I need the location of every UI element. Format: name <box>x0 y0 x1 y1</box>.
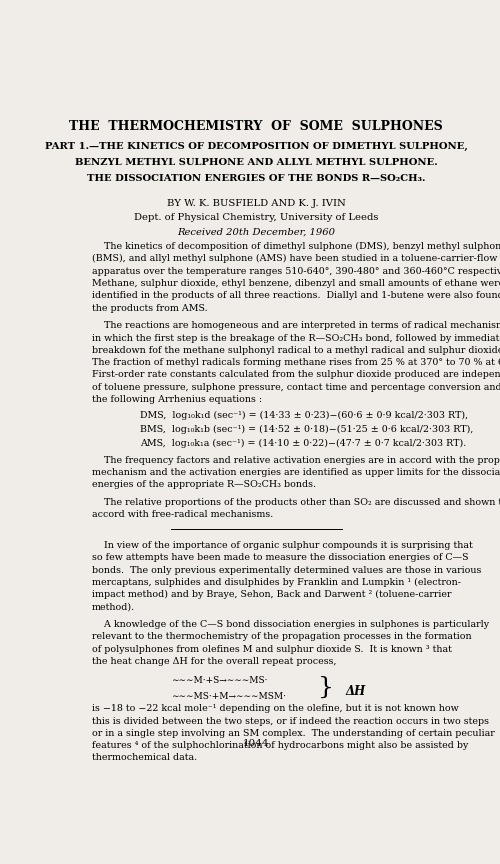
Text: BY W. K. BUSFIELD AND K. J. IVIN: BY W. K. BUSFIELD AND K. J. IVIN <box>167 200 346 208</box>
Text: Received 20th December, 1960: Received 20th December, 1960 <box>177 227 335 237</box>
Text: The fraction of methyl radicals forming methane rises from 25 % at 370° to 70 % : The fraction of methyl radicals forming … <box>92 359 500 367</box>
Text: In view of the importance of organic sulphur compounds it is surprising that: In view of the importance of organic sul… <box>92 541 472 550</box>
Text: Dept. of Physical Chemistry, University of Leeds: Dept. of Physical Chemistry, University … <box>134 213 378 222</box>
Text: PART 1.—THE KINETICS OF DECOMPOSITION OF DIMETHYL SULPHONE,: PART 1.—THE KINETICS OF DECOMPOSITION OF… <box>45 143 468 151</box>
Text: apparatus over the temperature ranges 510-640°, 390-480° and 360-460°C respectiv: apparatus over the temperature ranges 51… <box>92 267 500 276</box>
Text: }: } <box>318 676 334 699</box>
Text: The kinetics of decomposition of dimethyl sulphone (DMS), benzyl methyl sulphone: The kinetics of decomposition of dimethy… <box>92 242 500 251</box>
Text: accord with free-radical mechanisms.: accord with free-radical mechanisms. <box>92 511 273 519</box>
Text: of toluene pressure, sulphone pressure, contact time and percentage conversion a: of toluene pressure, sulphone pressure, … <box>92 383 500 391</box>
Text: in which the first step is the breakage of the R—SO₂CH₃ bond, followed by immedi: in which the first step is the breakage … <box>92 334 500 342</box>
Text: thermochemical data.: thermochemical data. <box>92 753 196 762</box>
Text: A knowledge of the C—S bond dissociation energies in sulphones is particularly: A knowledge of the C—S bond dissociation… <box>92 620 488 629</box>
Text: The frequency factors and relative activation energies are in accord with the pr: The frequency factors and relative activ… <box>92 455 500 465</box>
Text: ΔH: ΔH <box>346 685 366 698</box>
Text: The relative proportions of the products other than SO₂ are discussed and shown : The relative proportions of the products… <box>92 498 500 507</box>
Text: First-order rate constants calculated from the sulphur dioxide produced are inde: First-order rate constants calculated fr… <box>92 371 500 379</box>
Text: identified in the products of all three reactions.  Diallyl and 1-butene were al: identified in the products of all three … <box>92 291 500 301</box>
Text: this is divided between the two steps, or if indeed the reaction occurs in two s: this is divided between the two steps, o… <box>92 716 488 726</box>
Text: is −18 to −22 kcal mole⁻¹ depending on the olefine, but it is not known how: is −18 to −22 kcal mole⁻¹ depending on t… <box>92 704 458 714</box>
Text: method).: method). <box>92 602 134 612</box>
Text: or in a single step involving an SM complex.  The understanding of certain pecul: or in a single step involving an SM comp… <box>92 729 494 738</box>
Text: impact method) and by Braye, Sehon, Back and Darwent ² (toluene-carrier: impact method) and by Braye, Sehon, Back… <box>92 590 451 600</box>
Text: The reactions are homogeneous and are interpreted in terms of radical mechanisms: The reactions are homogeneous and are in… <box>92 321 500 330</box>
Text: AMS,  log₁₀k₁a (sec⁻¹) = (14·10 ± 0·22)−(47·7 ± 0·7 kcal/2·303 RT).: AMS, log₁₀k₁a (sec⁻¹) = (14·10 ± 0·22)−(… <box>140 439 466 448</box>
Text: the following Arrhenius equations :: the following Arrhenius equations : <box>92 395 262 404</box>
Text: bonds.  The only previous experimentally determined values are those in various: bonds. The only previous experimentally … <box>92 566 481 575</box>
Text: THE  THERMOCHEMISTRY  OF  SOME  SULPHONES: THE THERMOCHEMISTRY OF SOME SULPHONES <box>70 120 443 133</box>
Text: features ⁴ of the sulphochlorination of hydrocarbons might also be assisted by: features ⁴ of the sulphochlorination of … <box>92 741 468 750</box>
Text: mercaptans, sulphides and disulphides by Franklin and Lumpkin ¹ (electron-: mercaptans, sulphides and disulphides by… <box>92 578 460 587</box>
Text: ∼∼∼M·+S→∼∼∼MS·: ∼∼∼M·+S→∼∼∼MS· <box>171 676 268 684</box>
Text: breakdown fof the methane sulphonyl radical to a methyl radical and sulphur diox: breakdown fof the methane sulphonyl radi… <box>92 346 500 355</box>
Text: DMS,  log₁₀k₁d (sec⁻¹) = (14·33 ± 0·23)−(60·6 ± 0·9 kcal/2·303 RT),: DMS, log₁₀k₁d (sec⁻¹) = (14·33 ± 0·23)−(… <box>140 410 468 420</box>
Text: 1044: 1044 <box>243 739 270 748</box>
Text: THE DISSOCIATION ENERGIES OF THE BONDS R—SO₂CH₃.: THE DISSOCIATION ENERGIES OF THE BONDS R… <box>87 175 426 183</box>
Text: so few attempts have been made to measure the dissociation energies of C—S: so few attempts have been made to measur… <box>92 553 468 562</box>
Text: mechanism and the activation energies are identified as upper limits for the dis: mechanism and the activation energies ar… <box>92 468 500 477</box>
Text: the products from AMS.: the products from AMS. <box>92 303 207 313</box>
Text: the heat change ΔH for the overall repeat process,: the heat change ΔH for the overall repea… <box>92 657 336 666</box>
Text: BMS,  log₁₀k₁b (sec⁻¹) = (14·52 ± 0·18)−(51·25 ± 0·6 kcal/2·303 RT),: BMS, log₁₀k₁b (sec⁻¹) = (14·52 ± 0·18)−(… <box>140 425 473 434</box>
Text: ∼∼∼MS·+M→∼∼∼MSM·: ∼∼∼MS·+M→∼∼∼MSM· <box>171 692 286 701</box>
Text: energies of the appropriate R—SO₂CH₃ bonds.: energies of the appropriate R—SO₂CH₃ bon… <box>92 480 316 489</box>
Text: (BMS), and allyl methyl sulphone (AMS) have been studied in a toluene-carrier-fl: (BMS), and allyl methyl sulphone (AMS) h… <box>92 254 497 264</box>
Text: Methane, sulphur dioxide, ethyl benzene, dibenzyl and small amounts of ethane we: Methane, sulphur dioxide, ethyl benzene,… <box>92 279 500 288</box>
Text: BENZYL METHYL SULPHONE AND ALLYL METHYL SULPHONE.: BENZYL METHYL SULPHONE AND ALLYL METHYL … <box>75 158 438 168</box>
Text: of polysulphones from olefines M and sulphur dioxide S.  It is known ³ that: of polysulphones from olefines M and sul… <box>92 645 452 654</box>
Text: relevant to the thermochemistry of the propagation processes in the formation: relevant to the thermochemistry of the p… <box>92 632 471 641</box>
